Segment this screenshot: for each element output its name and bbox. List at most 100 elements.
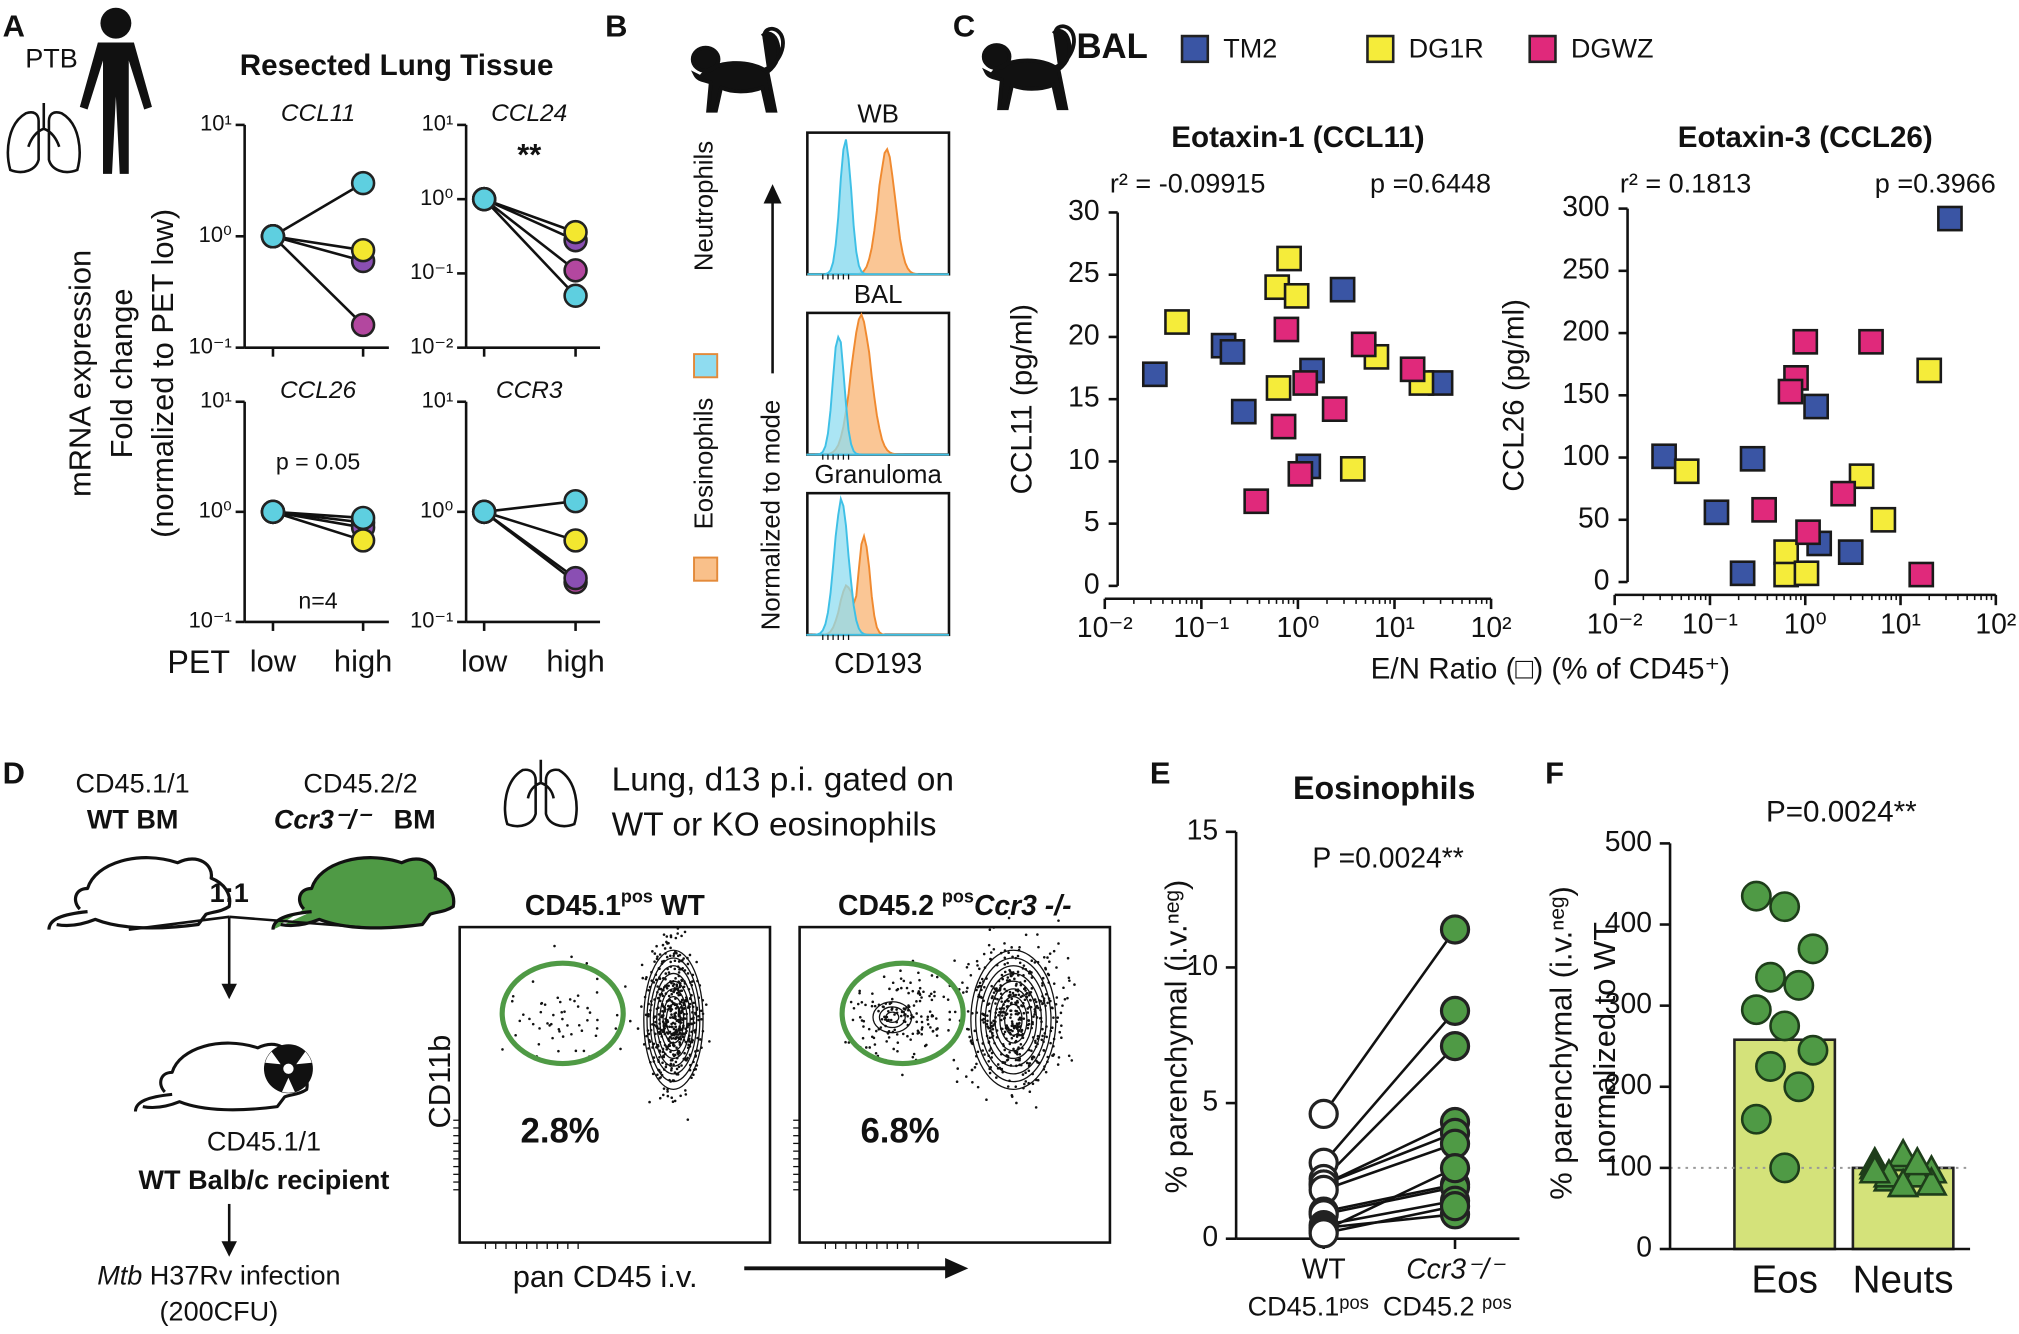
diagram-text: (200CFU) [160,1297,279,1327]
event-dot [667,941,670,945]
event-dot [1040,1038,1044,1042]
x-tick-label: 10¹ [1880,608,1921,640]
event-dot [871,992,874,995]
event-dot [550,1022,553,1026]
event-dot [1024,933,1028,937]
y-tick-label: 10⁻¹ [410,608,453,633]
data-point [1740,1103,1772,1135]
x-tick-label: Eos [1751,1259,1818,1302]
event-dot [1039,1000,1043,1003]
event-dot [667,994,671,998]
y-tick-label: 10 [1068,444,1100,476]
event-dot [861,1036,865,1040]
event-dot [658,1056,661,1059]
event-dot [1003,970,1007,974]
x-axis-label: E/N Ratio (□) (% of CD45⁺) [1371,653,1730,686]
event-dot [640,963,644,967]
event-dot [1015,982,1018,986]
event-dot [1011,991,1015,995]
event-dot [1035,1004,1039,1008]
event-dot [969,974,973,977]
event-dot [1056,1063,1060,1066]
pair-line [1322,1045,1456,1180]
event-dot [1002,1007,1006,1010]
event-dot [877,1009,880,1013]
event-dot [704,1003,708,1006]
legend-label: Neutrophils [690,141,718,271]
event-dot [670,1096,674,1099]
event-dot [1056,1016,1060,1019]
y-tick-label: 10⁰ [199,222,232,247]
event-dot [673,1099,677,1103]
plot-title: CD45.1pos WT [525,886,705,922]
y-tick-label: 10¹ [422,388,454,413]
y-axis-label: (normalized to PET low) [145,209,180,538]
event-dot [674,1015,677,1018]
y-tick-label: 20 [1068,319,1100,351]
event-dot [1066,996,1069,1000]
event-dot [1042,1048,1045,1052]
event-dot [1013,977,1016,981]
event-dot [1023,998,1027,1002]
data-point [1870,506,1897,533]
data-point [563,488,588,514]
event-dot [1007,999,1010,1003]
chart-title: Eosinophils [1293,770,1475,806]
event-dot [665,986,669,990]
data-point [563,283,588,309]
event-dot [980,977,984,981]
data-point [1769,1010,1801,1042]
event-dot [1066,956,1070,960]
event-dot [668,954,672,958]
y-tick-label: 400 [1605,907,1652,939]
event-dot [985,1098,988,1101]
diagram-text: BM [394,805,436,835]
event-dot [961,991,965,994]
event-dot [680,934,683,938]
event-dot [1016,1001,1020,1004]
event-dot [686,972,690,975]
event-dot [685,1058,689,1061]
event-dot [1003,987,1006,991]
event-dot [920,1026,924,1029]
event-dot [895,1008,898,1011]
event-dot [990,984,993,988]
event-dot [858,989,861,993]
event-dot [896,987,900,991]
event-dot [918,986,922,990]
event-dot [687,1022,690,1026]
event-dot [1019,995,1023,999]
event-dot [1018,1052,1022,1056]
data-point [1308,1098,1339,1130]
event-dot [1037,1006,1040,1010]
event-dot [677,1020,681,1024]
y-tick-label: 5 [1202,1086,1218,1118]
y-axis-label: mRNA expression [63,250,98,497]
panel-label: F [1545,755,1564,790]
mouse-icon [47,856,232,930]
event-dot [636,1027,640,1030]
event-dot [902,1032,905,1036]
event-dot [1046,1055,1050,1059]
event-dot [887,1036,891,1039]
annotation: p = 0.05 [276,449,360,475]
data-point [260,499,286,525]
event-dot [655,957,659,961]
event-dot [976,964,979,967]
event-dot [973,1029,977,1033]
event-dot [1052,949,1056,953]
event-dot [890,1007,894,1010]
event-dot [1007,1029,1011,1032]
event-dot [674,1017,677,1021]
event-dot [683,1051,686,1055]
event-dot [930,974,934,977]
event-dot [1024,1071,1027,1075]
event-dot [1026,1011,1030,1014]
event-dot [669,946,672,950]
gate [499,960,626,1067]
event-dot [667,971,671,974]
event-dot [1019,1043,1023,1046]
data-point [563,528,588,553]
event-dot [1025,1061,1029,1065]
